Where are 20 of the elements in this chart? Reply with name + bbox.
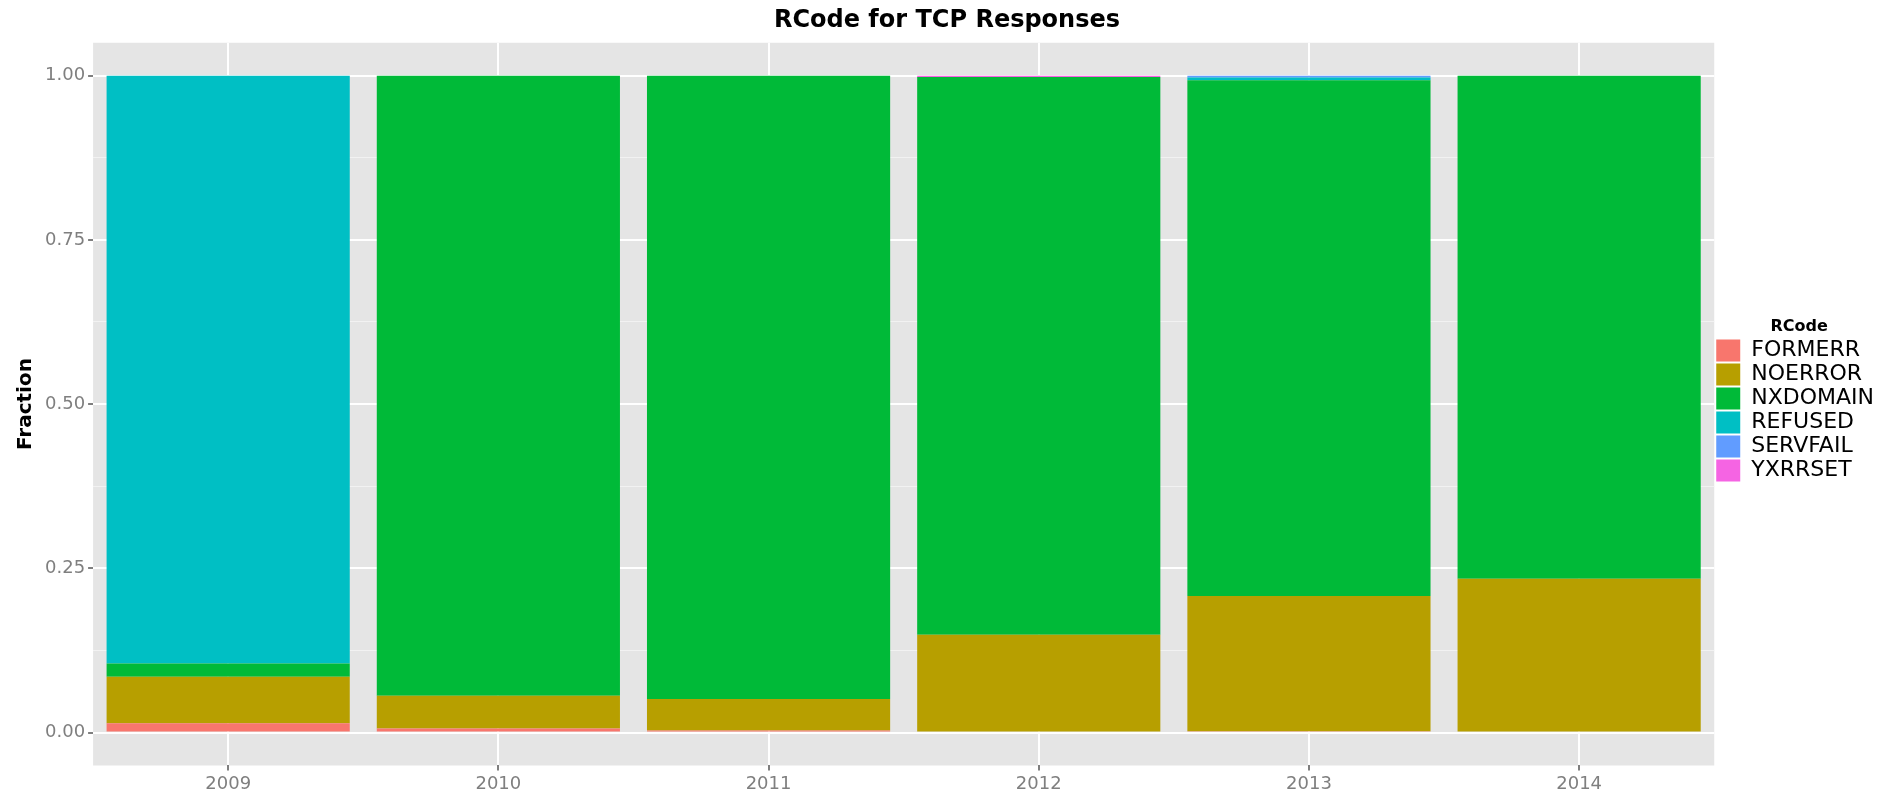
y-tick-label: 0.75 xyxy=(45,227,86,249)
y-axis-title: Fraction xyxy=(12,358,37,451)
chart-title: RCode for TCP Responses xyxy=(773,4,1121,33)
legend-label: NXDOMAIN xyxy=(1751,384,1874,410)
x-tick-label: 2014 xyxy=(1556,771,1603,793)
x-tick-label: 2011 xyxy=(745,771,792,793)
x-tick-label: 2013 xyxy=(1286,771,1332,793)
legend-label: FORMERR xyxy=(1751,336,1860,362)
y-tick-label: 0.50 xyxy=(45,391,86,413)
y-tick-label: 1.00 xyxy=(45,63,86,85)
x-tick-label: 2010 xyxy=(475,771,522,793)
x-tick-label: 2009 xyxy=(205,771,252,793)
y-tick-label: 0.00 xyxy=(45,720,86,742)
legend-title: RCode xyxy=(1770,315,1828,335)
y-tick-label: 0.25 xyxy=(45,556,86,577)
legend-label: REFUSED xyxy=(1751,408,1854,434)
legend-label: SERVFAIL xyxy=(1751,432,1854,458)
legend-label: NOERROR xyxy=(1751,360,1863,386)
x-tick-label: 2012 xyxy=(1015,771,1062,793)
legend-label: YXRRSET xyxy=(1750,456,1853,482)
